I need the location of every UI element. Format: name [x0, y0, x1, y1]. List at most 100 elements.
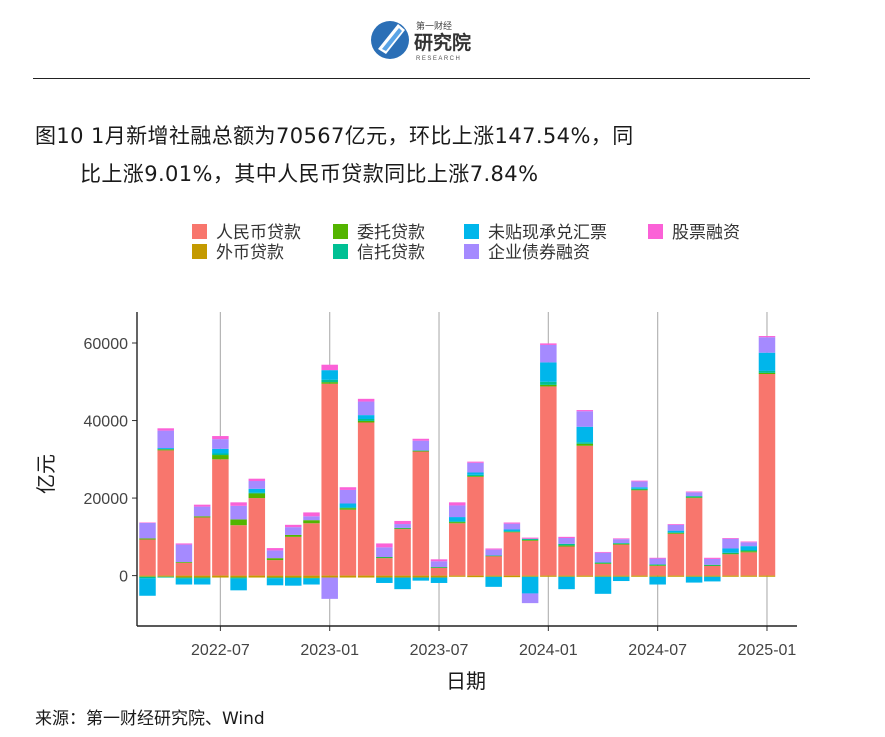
logo-main-text: 研究院 — [414, 31, 471, 54]
bar-segment-rmb_loans — [193, 517, 211, 576]
bar-segment-corp_bonds — [594, 552, 612, 563]
bar-segment-bankers_accept — [758, 352, 776, 371]
bar-segment-entrusted — [649, 565, 666, 566]
bar-segment-bankers_accept — [230, 578, 247, 591]
legend-label-equity: 股票融资 — [672, 223, 740, 242]
bar-segment-entrusted — [467, 475, 484, 477]
bar-segment-trust — [558, 543, 575, 546]
bar-segment-rmb_loans — [467, 476, 484, 576]
bar-segment-equity — [321, 364, 338, 371]
bar-segment-entrusted — [303, 520, 320, 524]
bar-segment-trust — [667, 532, 685, 533]
bar-segment-trust — [540, 381, 557, 385]
bar-segment-bankers_accept — [266, 578, 284, 586]
bar-segment-equity — [722, 538, 739, 539]
bar-segment-corp_bonds — [612, 539, 630, 544]
bar-segment-rmb_loans — [594, 563, 612, 576]
bar-segment-entrusted — [448, 522, 466, 524]
bar-segment-fx_loans — [667, 575, 685, 577]
bar-segment-trust — [212, 453, 229, 456]
bar-segment-trust — [339, 507, 357, 509]
bar-segment-bankers_accept — [248, 488, 266, 493]
bar-segment-corp_bonds — [175, 544, 193, 563]
bar-segment-rmb_loans — [212, 459, 229, 576]
bar-segment-fx_loans — [139, 575, 156, 577]
bar-segment-fx_loans — [412, 575, 430, 578]
bar-segment-trust — [722, 552, 739, 554]
bar-segment-trust — [285, 577, 302, 579]
bar-segment-fx_loans — [193, 575, 211, 578]
bar-segment-trust — [230, 577, 247, 579]
bar-segment-equity — [667, 524, 685, 525]
bar-segment-fx_loans — [594, 575, 612, 577]
bar-segment-equity — [448, 502, 466, 506]
bar-segment-equity — [193, 504, 211, 507]
bar-segment-fx_loans — [376, 575, 393, 578]
bar-segment-bankers_accept — [540, 362, 557, 382]
bar-segment-rmb_loans — [685, 498, 703, 576]
bar-segment-corp_bonds — [685, 492, 703, 497]
bar-segment-equity — [612, 538, 630, 540]
bar-segment-bankers_accept — [558, 576, 575, 590]
bar-segment-fx_loans — [285, 575, 302, 578]
bar-segment-bankers_accept — [139, 578, 156, 596]
bar-segment-trust — [503, 531, 521, 532]
bar-segment-corp_bonds — [558, 538, 575, 544]
bar-segment-entrusted — [266, 558, 284, 561]
bar-segment-entrusted — [485, 555, 502, 557]
bar-segment-rmb_loans — [376, 558, 393, 576]
bar-segment-bankers_accept — [631, 487, 648, 489]
bar-segment-trust — [157, 576, 174, 578]
legend-swatch-entrusted — [333, 224, 348, 239]
bar-segment-rmb_loans — [394, 529, 411, 576]
bar-segment-equity — [521, 537, 539, 539]
bar-segment-fx_loans — [503, 575, 521, 578]
bar-segment-fx_loans — [558, 575, 575, 577]
bar-segment-equity — [758, 336, 776, 338]
bar-segment-corp_bonds — [357, 401, 375, 416]
bar-segment-entrusted — [394, 528, 411, 530]
bar-segment-equity — [212, 436, 229, 440]
bar-segment-corp_bonds — [212, 439, 229, 449]
bar-segment-bankers_accept — [193, 578, 211, 585]
bar-segment-corp_bonds — [740, 542, 758, 547]
legend-label-trust: 信托贷款 — [357, 243, 425, 262]
bar-segment-fx_loans — [321, 575, 338, 578]
bar-segment-rmb_loans — [412, 451, 430, 576]
bar-segment-rmb_loans — [175, 562, 193, 576]
bar-segment-corp_bonds — [303, 516, 320, 521]
bar-segment-rmb_loans — [285, 536, 302, 576]
bar-segment-corp_bonds — [193, 506, 211, 517]
bar-segment-corp_bonds — [321, 577, 338, 599]
legend-swatch-equity — [648, 224, 663, 239]
bar-segment-rmb_loans — [521, 540, 539, 576]
bar-segment-fx_loans — [448, 575, 466, 577]
x-tick-label: 2023-01 — [300, 642, 359, 659]
bar-segment-equity — [230, 502, 247, 506]
bar-segment-bankers_accept — [357, 415, 375, 419]
source-note: 来源：第一财经研究院、Wind — [35, 709, 265, 729]
bar-segment-rmb_loans — [649, 565, 666, 576]
bar-segment-bankers_accept — [722, 548, 739, 553]
bar-segment-trust — [175, 577, 193, 579]
legend-swatch-fx_loans — [192, 244, 207, 259]
bar-segment-bankers_accept — [430, 577, 448, 583]
bar-segment-entrusted — [412, 450, 430, 452]
bar-segment-entrusted — [321, 382, 338, 384]
bar-segment-bankers_accept — [321, 370, 338, 380]
bar-segment-rmb_loans — [339, 509, 357, 576]
bar-segment-entrusted — [540, 384, 557, 387]
bar-segment-trust — [485, 555, 502, 556]
bar-segment-equity — [467, 461, 484, 463]
bar-segment-equity — [540, 343, 557, 345]
bar-segment-fx_loans — [612, 575, 630, 577]
bar-segment-corp_bonds — [704, 558, 721, 565]
bar-segment-trust — [376, 556, 393, 558]
bar-segment-fx_loans — [631, 575, 648, 577]
bar-segment-equity — [339, 487, 357, 490]
bar-segment-corp_bonds — [667, 524, 685, 531]
bar-segment-corp_bonds — [376, 547, 393, 557]
bar-segment-entrusted — [667, 532, 685, 534]
bar-segment-fx_loans — [248, 575, 266, 578]
bar-segment-rmb_loans — [230, 525, 247, 576]
